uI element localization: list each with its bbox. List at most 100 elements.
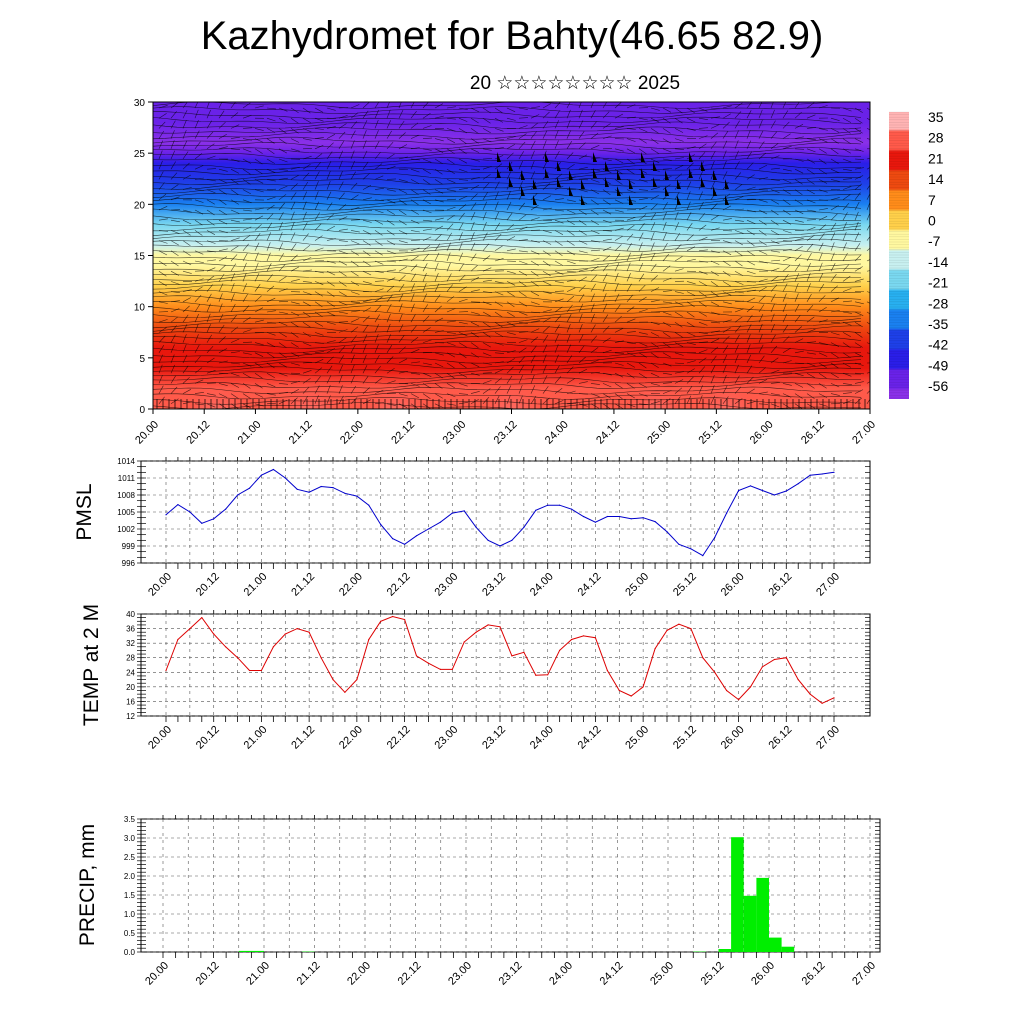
wind-barb [518,160,523,170]
wind-barb [470,193,478,201]
wind-barb [650,383,660,386]
wind-barb [866,117,870,121]
y-tick-label: 28 [126,654,135,663]
wind-barb [866,167,870,170]
wind-barb [734,120,740,129]
wind-barb [698,107,708,112]
wind-barb [518,141,526,150]
wind-barb [374,324,379,333]
wind-barb [278,301,289,303]
wind-barb [362,230,372,235]
wind-barb [350,310,360,313]
data-point [284,633,286,635]
wind-barb [482,267,492,272]
wind-barb [566,164,575,170]
wind-barb [182,305,190,313]
wind-barb [806,341,817,343]
wind-barb [590,132,599,139]
wind-barb [386,285,395,292]
wind-barb [182,219,192,225]
wind-barb [362,110,369,119]
wind-barb [266,310,276,313]
wind-barb [554,324,560,333]
wind-barb [626,128,636,130]
wind-pennant [581,195,585,205]
wind-barb [362,197,372,201]
wind-barb [734,291,744,294]
wind-barb [374,305,382,313]
wind-pennant [557,161,561,171]
data-point [201,522,203,524]
contour-line [153,325,861,334]
wind-barb [842,300,853,303]
wind-barb [422,253,429,262]
wind-barb [494,369,504,374]
wind-barb [182,130,187,139]
wind-barb [290,279,300,282]
contour-line [153,142,862,150]
wind-barb [806,189,815,195]
wind-barb [806,272,811,282]
wind-barb [734,354,739,364]
wind-barb [218,179,228,184]
wind-barb [458,242,463,251]
data-point [356,679,358,681]
wind-barb [770,293,776,302]
wind-barb [218,264,226,272]
wind-barb [434,138,444,142]
wind-pennant [629,195,633,205]
data-point [392,615,394,618]
wind-barb [566,130,571,139]
wind-barb [254,262,259,272]
wind-barb [194,250,204,255]
wind-barb [614,393,623,399]
y-tick-label: 24 [126,668,135,677]
wind-barb [434,362,444,368]
wind-barb [302,370,312,374]
wind-barb [218,313,224,323]
wind-barb [326,356,334,364]
wind-barb [218,248,228,252]
wind-barb [602,283,607,292]
wind-barb [686,107,695,113]
wind-barb [626,199,636,202]
wind-barb [470,177,480,180]
wind-barb [806,179,815,185]
wind-barb [230,179,239,185]
wind-barb [626,104,636,109]
wind-barb [698,281,708,287]
wind-barb [530,374,535,384]
wind-barb [242,283,247,292]
wind-barb [830,205,839,211]
wind-barb [818,158,827,165]
contour-line [153,320,862,329]
wind-barb [494,311,503,318]
wind-barb [218,121,226,129]
wind-barb [434,383,443,389]
wind-pennant [641,152,645,162]
wind-barb [506,270,516,274]
wind-barb [314,291,323,297]
colorbar-label: -49 [928,357,948,373]
data-point [666,629,668,632]
wind-barb [566,378,575,384]
contour-line [153,131,862,140]
wind-barb [470,253,477,262]
wind-barb [266,107,277,110]
x-tick-label: 24.12 [576,724,604,752]
wind-barb [422,383,431,389]
wind-barb [806,305,814,313]
wind-barb [422,189,431,195]
wind-barb [434,393,443,399]
wind-barb [206,259,216,262]
wind-barb [626,225,635,231]
wind-barb [206,199,215,205]
wind-barb [818,216,828,221]
wind-barb [182,110,188,119]
wind-barb [710,260,720,265]
wind-barb [542,183,550,190]
wind-barb [458,321,468,325]
y-tick-label: 0 [139,405,145,416]
wind-barb [386,230,395,236]
wind-barb [482,243,489,251]
